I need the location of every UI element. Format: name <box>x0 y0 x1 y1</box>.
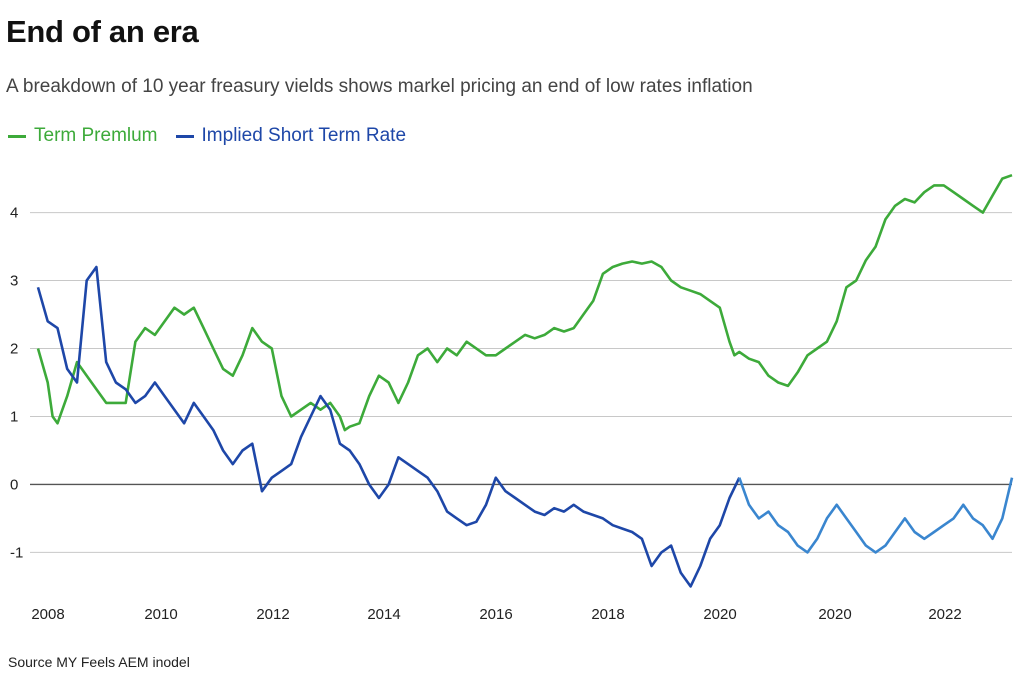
y-tick-label: 0 <box>10 476 18 493</box>
chart-legend: Term Premlum Implied Short Term Rate <box>8 125 406 147</box>
legend-label-term-premium: Term Premlum <box>34 125 158 146</box>
x-tick-label: 2020 <box>818 606 851 623</box>
source-note: Source MY Feels AEM inodel <box>8 654 190 670</box>
chart-title: End of an era <box>6 14 199 49</box>
x-axis-ticks: 2008 2010 2012 2014 2016 2018 2020 2020 2022 <box>31 606 961 623</box>
legend-swatch-term-premium <box>8 134 26 138</box>
y-axis-ticks: 4 3 2 1 0 -1 <box>10 205 23 562</box>
legend-item-term-premium: Term Premlum <box>8 125 158 147</box>
y-tick-label: 4 <box>10 205 18 222</box>
x-tick-label: 2020 <box>703 606 736 623</box>
legend-label-implied-short-rate: Implied Short Term Rate <box>201 125 407 146</box>
x-tick-label: 2012 <box>256 606 289 623</box>
x-tick-label: 2010 <box>144 606 177 623</box>
x-tick-label: 2008 <box>31 606 64 623</box>
x-tick-label: 2014 <box>367 606 400 623</box>
series-line-implied-short-rate-recent <box>738 477 1014 554</box>
y-tick-label: 1 <box>10 408 18 425</box>
gridlines <box>30 212 1012 553</box>
legend-item-implied-short-rate: Implied Short Term Rate <box>175 125 407 147</box>
series-lines <box>36 173 1014 588</box>
x-tick-label: 2016 <box>479 606 512 623</box>
y-tick-label: 3 <box>10 273 18 290</box>
y-tick-label: 2 <box>10 341 18 358</box>
legend-swatch-implied-short-rate <box>175 134 194 138</box>
series-line-implied-short-rate <box>36 265 741 588</box>
series-line-term-premium <box>36 173 1013 432</box>
chart-subtitle: A breakdown of 10 year freasury vields s… <box>6 76 753 97</box>
y-tick-label: -1 <box>10 544 23 561</box>
x-tick-label: 2018 <box>591 606 624 623</box>
x-tick-label: 2022 <box>928 606 961 623</box>
